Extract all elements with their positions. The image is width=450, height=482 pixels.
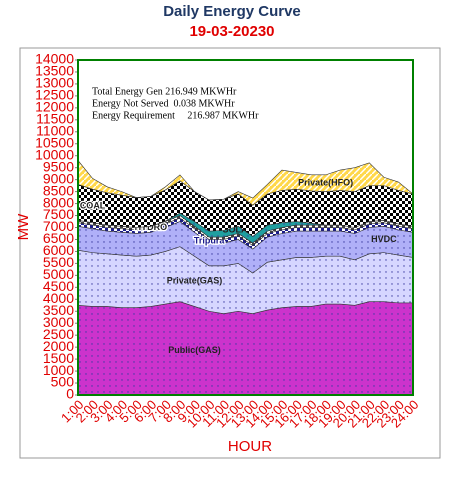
y-tick-label: 12000 [35,99,74,115]
y-tick-label: 10500 [35,134,74,150]
y-tick-label: 8500 [43,182,74,198]
x-axis-label: HOUR [228,438,272,455]
y-tick-label: 0 [66,386,74,402]
y-tick-label: 7000 [43,218,74,234]
y-tick-label: 4000 [43,290,74,306]
series-label: Private(GAS) [167,276,223,286]
y-tick-label: 11000 [36,122,74,138]
y-tick-label: 3000 [43,314,74,330]
plot-frame [77,59,414,396]
annotation: Energy Not Served 0.038 MKWHr [92,98,235,109]
y-tick-label: 13500 [35,63,74,79]
y-tick-label: 8000 [43,194,74,210]
chart-title: Daily Energy Curve [163,3,301,20]
y-tick-label: 1000 [43,362,74,378]
series-label: Public(GAS) [168,345,221,355]
series-label: COAL [80,200,106,210]
series-label: Private(HFO) [298,178,353,188]
y-tick-label: 6000 [43,242,74,258]
y-tick-label: 5500 [43,254,74,270]
y-tick-label: 9000 [43,170,74,186]
y-tick-label: 4500 [43,278,74,294]
y-axis-label: MW [15,213,32,240]
y-tick-label: 5000 [43,266,74,282]
y-tick-label: 6500 [43,230,74,246]
annotation: Total Energy Gen 216.949 MKWHr [92,86,237,97]
y-tick-label: 14000 [35,51,74,67]
annotation: Energy Requirement 216.987 MKWHr [92,110,259,121]
series-label: HVDC [371,234,397,244]
y-tick-label: 2500 [43,326,74,342]
y-tick-label: 1500 [43,350,74,366]
area [77,159,414,206]
y-tick-label: 11500 [36,111,74,127]
y-tick-label: 7500 [43,206,74,222]
y-tick-label: 2000 [43,338,74,354]
y-tick-label: 3500 [43,302,74,318]
chart-subtitle: 19-03-20230 [189,23,274,40]
y-tick-label: 10000 [35,146,74,162]
chart-frame [19,47,441,459]
y-tick-label: 9500 [43,158,74,174]
y-tick-label: 500 [51,374,75,390]
series-label: SOLAR [222,224,254,234]
y-tick-label: 13000 [35,75,74,91]
area [77,301,414,396]
y-tick-label: 12500 [35,87,74,103]
